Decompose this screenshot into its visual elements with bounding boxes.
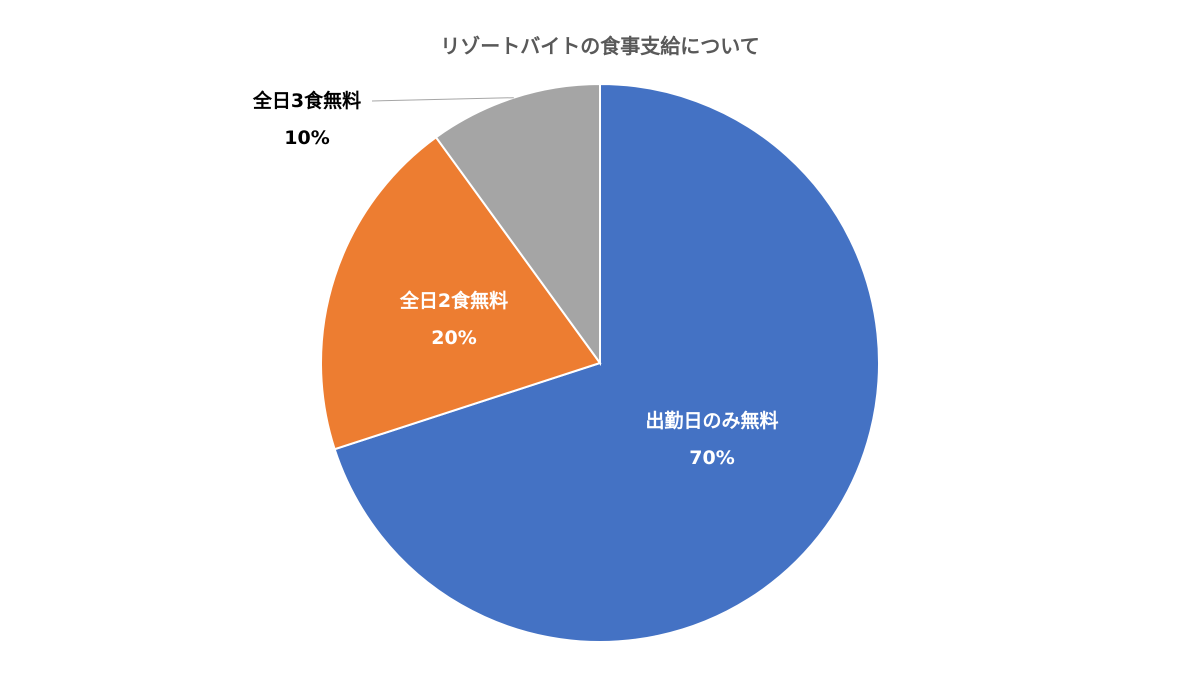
slice-value-label: 10% [284, 127, 329, 149]
pie-slices [320, 82, 880, 643]
pie-slice-1 [333, 82, 880, 643]
chart-title: リゾートバイトの食事支給について [440, 34, 759, 58]
slice-category-label: 全日3食無料 [252, 89, 361, 112]
pie-slice-3 [434, 82, 601, 367]
slice-labels: 出勤日のみ無料 70% 全日2食無料 20% 全日3食無料 10% [252, 89, 779, 469]
pie-slice-2 [320, 135, 602, 451]
slice-value-label: 20% [431, 327, 476, 349]
leader-lines [371, 97, 514, 102]
slice-label-3: 全日3食無料 10% [252, 89, 361, 149]
slice-label-2: 全日2食無料 20% [399, 289, 508, 349]
slice-category-label: 出勤日のみ無料 [645, 409, 778, 432]
slice-label-1: 出勤日のみ無料 70% [645, 409, 778, 469]
leader-line-3 [371, 97, 514, 102]
slice-category-label: 全日2食無料 [399, 289, 508, 312]
slice-value-label: 70% [689, 447, 734, 469]
